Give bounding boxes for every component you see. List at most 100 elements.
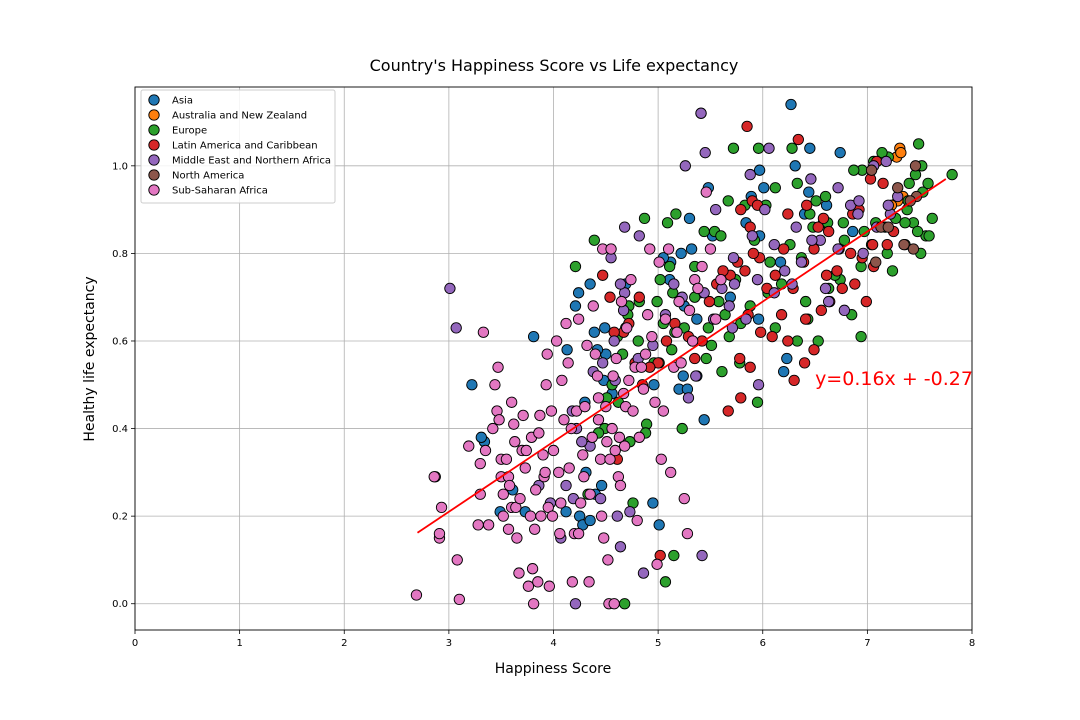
x-tick-label: 5 (655, 638, 661, 649)
legend-label: Latin America and Caribbean (172, 141, 318, 152)
data-point (586, 431, 598, 443)
data-point (555, 497, 567, 509)
data-point (815, 304, 827, 316)
legend-label: Sub-Saharan Africa (172, 186, 268, 197)
data-point (482, 519, 495, 531)
data-point (651, 295, 663, 308)
data-point (710, 313, 722, 325)
data-point (604, 453, 616, 465)
data-point (727, 252, 740, 264)
data-point (700, 186, 712, 198)
data-point (663, 260, 676, 273)
data-point (475, 431, 487, 443)
legend-label: Middle East and Northern Africa (172, 156, 331, 167)
data-point (503, 479, 516, 492)
data-point (621, 322, 633, 334)
data-point (699, 147, 711, 159)
data-point (450, 322, 462, 334)
data-point (583, 576, 595, 588)
data-point (740, 313, 752, 325)
data-point (790, 221, 802, 233)
data-point (855, 330, 867, 343)
data-point (681, 528, 694, 540)
data-point (744, 361, 756, 373)
data-point (500, 453, 513, 465)
data-point (578, 471, 590, 483)
data-point (779, 265, 791, 277)
data-point (764, 256, 776, 268)
data-point (592, 414, 605, 426)
data-point (715, 230, 727, 242)
data-point (696, 260, 708, 273)
data-point (608, 598, 620, 610)
data-point (595, 510, 608, 522)
data-point (642, 309, 654, 321)
data-point (836, 282, 848, 295)
data-point (857, 247, 869, 260)
data-point (728, 278, 741, 290)
legend-marker (148, 154, 160, 166)
data-point (838, 304, 851, 316)
data-point (509, 436, 521, 448)
data-point (539, 466, 551, 479)
data-point (543, 580, 555, 592)
data-point (695, 107, 707, 119)
data-point (675, 357, 687, 369)
data-point (591, 370, 604, 382)
data-point (666, 344, 678, 356)
data-point (778, 243, 790, 255)
data-point (584, 278, 596, 290)
data-point (909, 160, 922, 172)
data-point (691, 313, 703, 325)
data-point (581, 339, 593, 352)
x-tick-label: 3 (446, 638, 452, 649)
plot-frame (134, 86, 973, 631)
data-point (497, 488, 509, 500)
data-point (696, 549, 708, 562)
legend-marker (148, 109, 160, 121)
data-point (522, 580, 535, 592)
data-point (852, 208, 864, 220)
data-point (532, 576, 544, 588)
data-point (588, 234, 600, 246)
data-point (558, 414, 570, 426)
data-point (646, 330, 658, 343)
data-point (882, 221, 894, 233)
x-axis-label: Happiness Score (495, 661, 612, 677)
data-point (898, 238, 910, 251)
data-point (474, 457, 486, 470)
data-point (594, 453, 607, 465)
data-point (865, 164, 878, 176)
data-point (597, 357, 609, 369)
data-point (444, 282, 456, 295)
data-point (451, 554, 463, 566)
data-point (769, 269, 781, 281)
data-point (675, 247, 687, 260)
data-point (678, 492, 690, 505)
y-tick-label: 0.6 (112, 336, 128, 347)
data-point (799, 295, 812, 308)
data-point (899, 217, 911, 229)
data-point (747, 247, 759, 260)
data-point (608, 335, 620, 347)
data-point (533, 427, 545, 439)
data-point (892, 182, 904, 194)
data-point (604, 291, 616, 303)
data-point (651, 558, 663, 570)
data-point (609, 444, 621, 457)
data-point (547, 444, 560, 457)
data-point (601, 436, 613, 448)
data-point (786, 142, 798, 154)
data-point (798, 357, 811, 369)
data-point (633, 431, 645, 443)
data-point (671, 326, 683, 338)
data-point (587, 300, 599, 312)
data-point (584, 488, 596, 500)
data-point (922, 177, 934, 189)
data-point (751, 274, 764, 286)
x-tick-label: 6 (760, 638, 766, 649)
data-point (577, 449, 589, 461)
data-point (598, 532, 610, 544)
data-point (692, 282, 704, 295)
data-point (877, 177, 889, 189)
